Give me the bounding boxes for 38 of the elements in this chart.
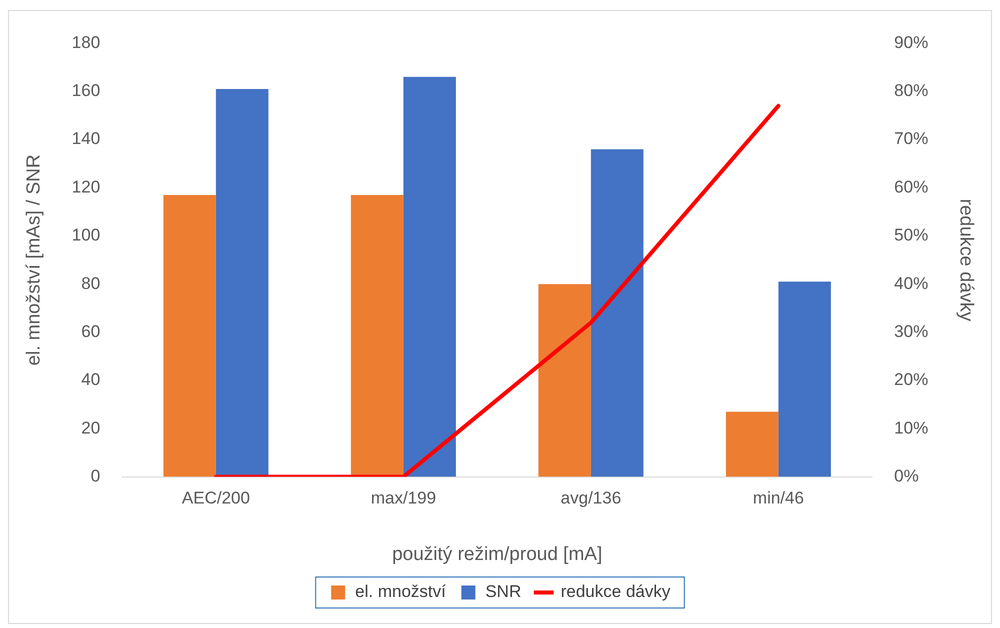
y2-tick-label: 10% [894,418,928,438]
bar [538,284,591,477]
y2-tick-label: 70% [894,129,928,148]
y-tick-label: 20 [81,418,100,438]
y-axis-title: el. množství [mAs] / SNR [24,154,45,366]
x-tick-label: AEC/200 [182,488,250,508]
y-tick-label: 80 [81,274,100,293]
y-tick-label: 180 [72,32,100,52]
bar [350,194,404,477]
y2-tick-label: 30% [894,322,928,341]
y2-tick-label: 50% [894,226,928,245]
y-tick-label: 100 [72,226,100,245]
y2-tick-label: 90% [894,32,928,52]
y2-tick-label: 20% [894,370,928,390]
y-tick-label: 160 [72,81,100,100]
y2-tick-label: 80% [894,81,928,100]
legend-label: SNR [485,582,522,602]
bar [726,412,778,477]
x-axis-title: použitý režim/proud [mA] [392,544,602,565]
y-tick-label: 60 [81,322,100,341]
x-tick-label: min/46 [752,488,804,508]
legend-label: el. množství [355,582,446,602]
y-tick-label: 140 [72,129,100,148]
y-tick-label: 40 [81,370,100,390]
x-tick-label: avg/136 [560,488,622,508]
x-tick-label: max/199 [370,488,436,508]
bar [590,149,644,477]
legend-label: redukce dávky [560,582,671,602]
bar [778,282,831,477]
y2-tick-label: 40% [894,274,928,293]
bar [216,88,268,477]
bar [403,76,456,477]
y-tick-label: 120 [72,177,100,196]
y2-axis-title: redukce dávky [955,198,976,322]
y2-tick-label: 60% [894,177,928,196]
y-tick-label: 0 [90,466,100,486]
y2-tick-label: 0% [894,466,919,486]
bar [163,194,216,477]
